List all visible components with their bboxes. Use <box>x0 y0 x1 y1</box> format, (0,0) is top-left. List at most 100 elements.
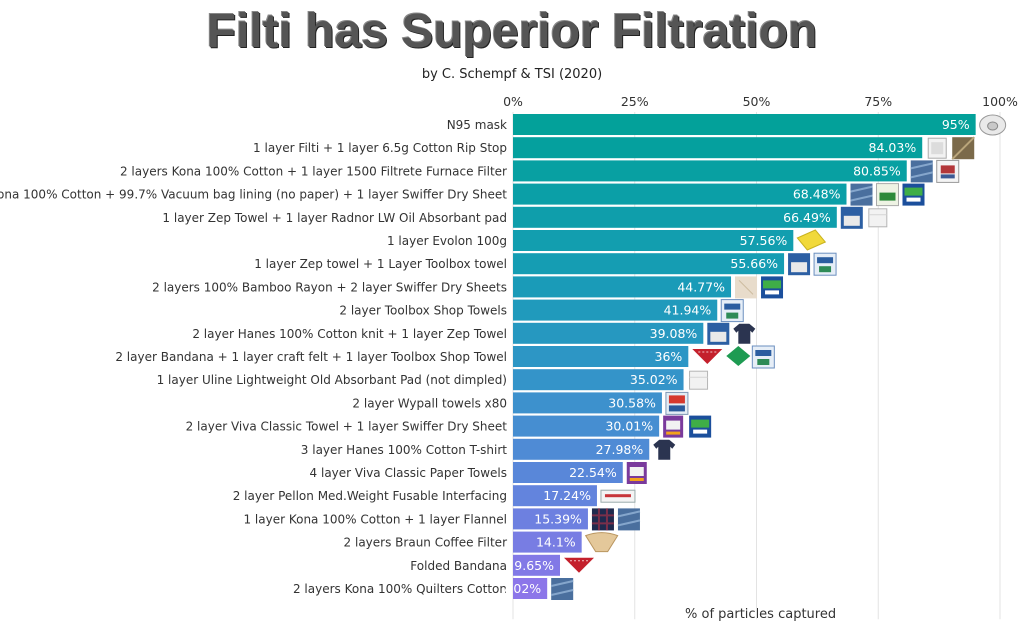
zep-towel-box-icon <box>788 253 811 276</box>
value-label: 80.85% <box>853 163 901 178</box>
category-label: 2 layers Kona 100% Cotton + 1 layer 1500… <box>120 164 507 178</box>
yellow-cloth-icon <box>796 229 827 251</box>
category-label: 2 layer Bandana + 1 layer craft felt + 1… <box>115 350 507 364</box>
bar <box>513 322 704 344</box>
wypall-box-icon <box>665 391 689 415</box>
red-bandana-icon <box>563 557 594 573</box>
bar <box>513 462 623 483</box>
category-label: N95 mask <box>447 118 507 132</box>
bar <box>513 392 662 414</box>
blue-fabric-icon <box>550 578 574 600</box>
bar <box>513 508 588 530</box>
bar <box>513 369 684 391</box>
category-label: 1 layer Filti + 1 layer 6.5g Cotton Rip … <box>253 141 507 155</box>
value-label: 84.03% <box>869 140 917 155</box>
bar <box>513 485 597 507</box>
value-label: 30.01% <box>605 419 653 434</box>
bar <box>513 230 794 251</box>
plaid-flannel-icon <box>591 508 614 531</box>
bar <box>513 531 582 553</box>
toolbox-towel-box-icon <box>720 299 744 323</box>
category-label: Folded Bandana <box>410 559 507 573</box>
blue-fabric-icon <box>910 160 933 183</box>
category-label: 2 layer Toolbox Shop Towels <box>339 304 507 318</box>
category-label: 2 layer Pellon Med.Weight Fusable Interf… <box>233 489 507 503</box>
navy-tshirt-icon <box>733 323 756 344</box>
value-label: 36% <box>655 349 683 364</box>
blue-fabric-icon <box>617 508 641 531</box>
bar <box>513 346 689 367</box>
bar <box>513 253 785 275</box>
viva-towel-icon <box>626 462 647 484</box>
x-tick-label: 100% <box>982 94 1018 109</box>
white-pad-icon <box>868 208 888 228</box>
bar <box>513 160 907 182</box>
category-label: 2 layers Kona 100% Quilters Cotton <box>293 582 507 596</box>
category-label: 3 layer Hanes 100% Cotton T-shirt <box>301 443 507 457</box>
value-label: 66.49% <box>783 210 831 225</box>
category-label: 2 layer Viva Classic Towel + 1 layer Swi… <box>186 420 508 434</box>
category-label: 2 layer Hanes 100% Cotton knit + 1 layer… <box>192 327 507 341</box>
coffee-filter-icon <box>584 532 619 553</box>
category-label: 2 layer Wypall towels x80 <box>352 396 507 410</box>
x-tick-label: 25% <box>621 94 649 109</box>
navy-tshirt-icon <box>653 439 676 460</box>
value-label: 95% <box>942 117 970 132</box>
chart-subtitle: by C. Schempf & TSI (2020) <box>421 67 603 82</box>
value-label: 44.77% <box>677 279 725 294</box>
bar <box>513 299 718 321</box>
value-label: 14.1% <box>536 535 576 550</box>
x-tick-label: 50% <box>743 94 771 109</box>
n95-mask-icon <box>979 114 1007 136</box>
value-label: 57.56% <box>740 233 788 248</box>
bar <box>513 137 923 159</box>
category-label: 2 layer Kona 100% Cotton + 99.7% Vacuum … <box>0 188 507 202</box>
interfacing-package-icon <box>600 489 636 503</box>
value-label: 15.39% <box>534 511 582 526</box>
swiffer-box-icon <box>902 183 925 206</box>
value-label: 7.02% <box>501 581 541 596</box>
category-label: 1 layer Kona 100% Cotton + 1 layer Flann… <box>243 512 507 526</box>
viva-towel-icon <box>663 415 684 438</box>
value-label: 30.58% <box>608 395 656 410</box>
green-felt-icon <box>726 346 751 366</box>
bar <box>513 276 732 298</box>
category-label: 1 layer Zep Towel + 1 layer Radnor LW Oi… <box>162 211 507 225</box>
swiffer-box-icon <box>689 415 712 438</box>
value-label: 22.54% <box>569 465 617 480</box>
x-axis-label: % of particles captured <box>685 607 837 622</box>
value-label: 39.08% <box>650 326 698 341</box>
bar <box>513 554 560 576</box>
category-label: 2 layers Braun Coffee Filter <box>344 536 508 550</box>
red-bandana-icon <box>692 349 723 364</box>
toolbox-towel-box-icon <box>751 345 775 369</box>
bar <box>513 183 847 205</box>
bar <box>513 415 660 437</box>
ripstop-fabric-icon <box>951 136 975 160</box>
bar <box>513 438 650 460</box>
white-cup-icon <box>927 137 947 159</box>
zep-towel-box-icon <box>840 206 863 229</box>
category-label: 2 layers 100% Bamboo Rayon + 2 layer Swi… <box>152 280 507 294</box>
bar <box>513 578 548 599</box>
bar <box>513 206 837 228</box>
bar <box>513 114 976 135</box>
category-label: 1 layer Zep towel + 1 Layer Toolbox towe… <box>254 257 507 271</box>
value-label: 55.66% <box>730 256 778 271</box>
swiffer-box-icon <box>761 276 784 299</box>
value-label: 68.48% <box>793 187 841 202</box>
x-tick-label: 0% <box>503 94 523 109</box>
chart-title: Filti has Superior Filtration <box>206 5 818 58</box>
value-label: 35.02% <box>630 372 678 387</box>
bamboo-fabric-icon <box>735 276 758 299</box>
white-pad-icon <box>689 370 709 390</box>
value-label: 27.98% <box>596 442 644 457</box>
value-label: 41.94% <box>664 303 712 318</box>
blue-fabric-icon <box>850 183 873 206</box>
vacuum-bag-icon <box>875 183 899 207</box>
value-label: 9.65% <box>514 558 554 573</box>
toolbox-towel-box-icon <box>813 252 837 276</box>
category-label: 1 layer Evolon 100g <box>387 234 507 248</box>
x-tick-label: 75% <box>864 94 892 109</box>
